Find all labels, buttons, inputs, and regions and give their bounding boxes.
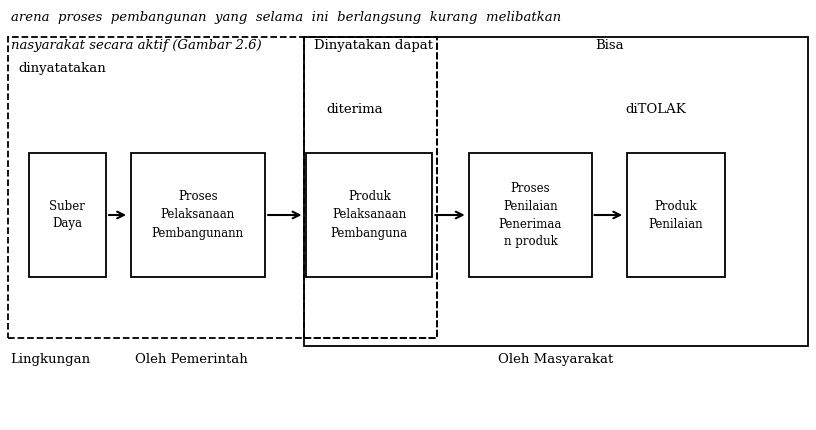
Text: Proses
Penilaian
Penerimaa
n produk: Proses Penilaian Penerimaa n produk — [499, 181, 562, 249]
Text: nasyarakat secara aktif (Gambar 2.6): nasyarakat secara aktif (Gambar 2.6) — [11, 39, 261, 52]
Text: Produk
Penilaian: Produk Penilaian — [649, 200, 703, 230]
Text: diTOLAK: diTOLAK — [625, 103, 685, 116]
Text: Produk
Pelaksanaan
Pembanguna: Produk Pelaksanaan Pembanguna — [330, 190, 408, 240]
Bar — [8, 37, 437, 338]
Text: Suber
Daya: Suber Daya — [50, 200, 85, 230]
Text: Oleh Pemerintah: Oleh Pemerintah — [135, 353, 247, 366]
Bar — [29, 153, 106, 277]
Bar — [306, 153, 432, 277]
Text: Lingkungan: Lingkungan — [11, 353, 91, 366]
Text: Oleh Masyarakat: Oleh Masyarakat — [498, 353, 613, 366]
Text: diterima: diterima — [326, 103, 383, 116]
Bar — [304, 37, 437, 338]
Text: Dinyatakan dapat: Dinyatakan dapat — [314, 39, 433, 52]
Bar — [131, 153, 265, 277]
Text: arena  proses  pembangunan  yang  selama  ini  berlangsung  kurang  melibatkan: arena proses pembangunan yang selama ini… — [11, 11, 561, 24]
Text: dinyatatakan: dinyatatakan — [18, 62, 106, 75]
Text: Bisa: Bisa — [596, 39, 624, 52]
Bar — [304, 37, 808, 346]
Bar — [627, 153, 725, 277]
Text: Proses
Pelaksanaan
Pembangunann: Proses Pelaksanaan Pembangunann — [152, 190, 244, 240]
Bar — [469, 153, 592, 277]
